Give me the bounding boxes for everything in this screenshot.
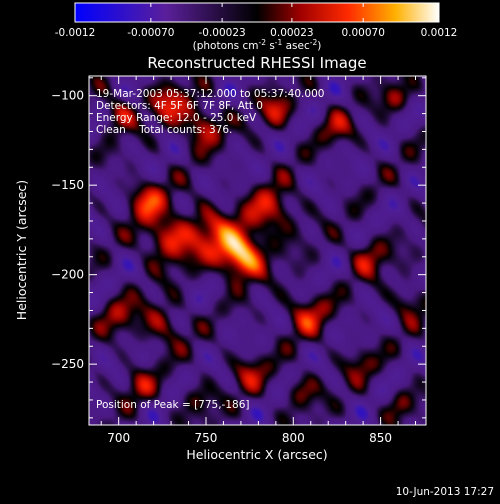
x-tick-label: 800 <box>282 431 305 445</box>
colorbar-tick-label: 0.00023 <box>270 27 313 39</box>
x-tick-label: 850 <box>369 431 392 445</box>
y-tick-label: −150 <box>51 178 84 192</box>
colorbar-unit-label: (photons cm-2 s-1 asec-2) <box>193 38 322 52</box>
colorbar: -0.0012 -0.00070 -0.00023 0.00023 0.00070 0.0… <box>55 2 458 52</box>
y-axis-label: Heliocentric Y (arcsec) <box>14 180 29 320</box>
colorbar-gradient <box>74 2 440 23</box>
x-tick-label: 700 <box>107 431 130 445</box>
heatmap-image <box>89 76 426 425</box>
colorbar-tick-label: -0.00023 <box>199 27 246 39</box>
plot-frame <box>88 75 427 426</box>
axis-tick-labels: 700 750 800 850 −250 −200 −150 −100 <box>51 89 392 445</box>
y-tick-label: −200 <box>51 268 84 282</box>
x-axis-label: Heliocentric X (arcsec) <box>186 447 327 462</box>
y-tick-label: −100 <box>51 89 84 103</box>
colorbar-tick-label: -0.0012 <box>55 27 96 39</box>
chart-title: Reconstructed RHESSI Image <box>147 54 366 72</box>
annotations: 19-Mar-2003 05:37:12.000 to 05:37:40.000… <box>96 88 324 411</box>
axis-ticks <box>89 76 426 425</box>
annotation-detectors: Detectors: 4F 5F 6F 7F 8F, Att 0 <box>96 100 263 112</box>
annotation-energy-range: Energy Range: 12.0 - 25.0 keV <box>96 112 257 124</box>
colorbar-ticks: -0.0012 -0.00070 -0.00023 0.00023 0.00070 0.0… <box>55 3 458 39</box>
colorbar-tick-label: 0.00070 <box>341 27 384 39</box>
heatmap-area <box>88 75 427 426</box>
y-tick-label: −250 <box>51 357 84 371</box>
colorbar-tick-label: 0.0012 <box>421 27 458 39</box>
annotation-clean-counts: Clean Total counts: 376. <box>96 124 232 136</box>
annotation-time-range: 19-Mar-2003 05:37:12.000 to 05:37:40.000 <box>96 88 324 100</box>
colorbar-tick-label: -0.00070 <box>127 27 174 39</box>
timestamp: 10-Jun-2013 17:27 <box>396 486 494 498</box>
x-tick-label: 750 <box>195 431 218 445</box>
annotation-peak-position: Position of Peak = [775,-186] <box>96 399 250 411</box>
